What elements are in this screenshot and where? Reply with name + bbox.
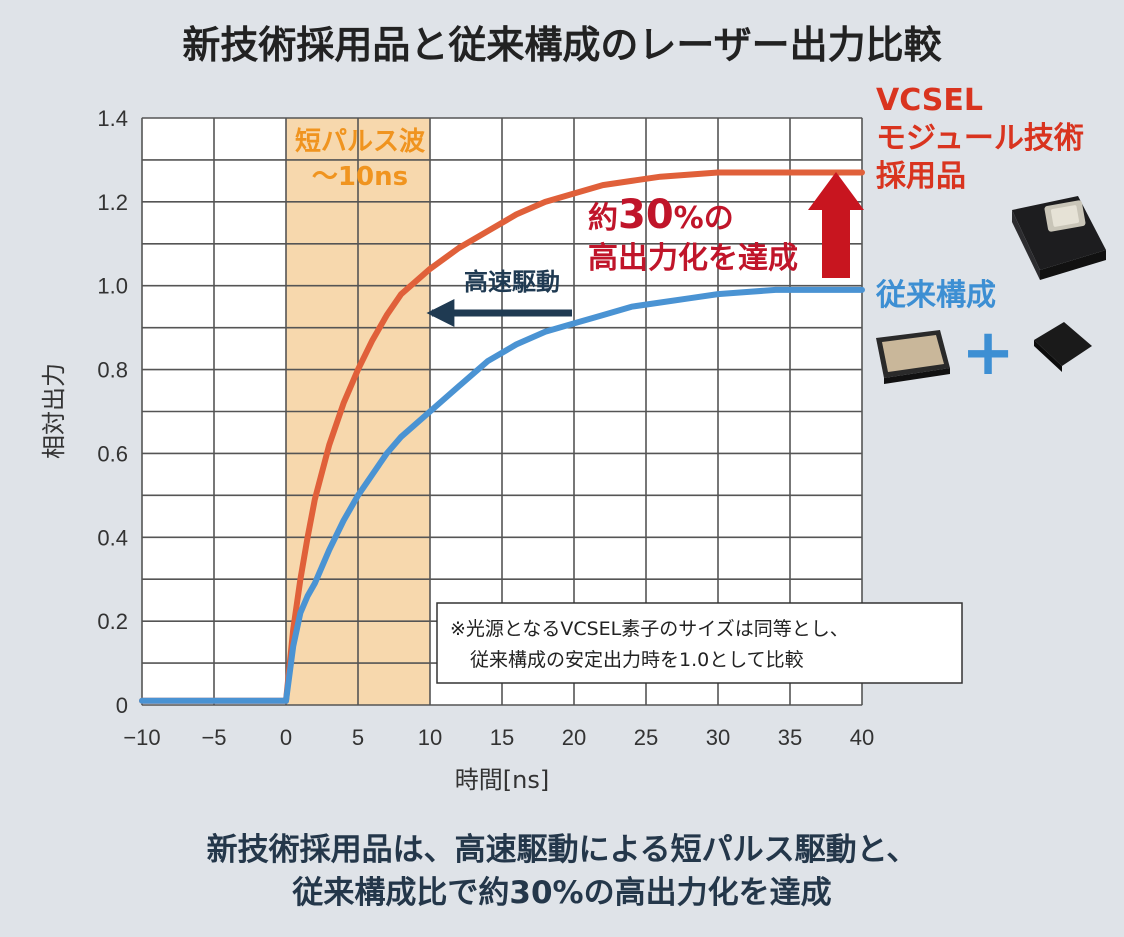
x-tick-label: 30 [706,725,730,750]
x-axis-ticks: −10 −5 0 5 10 15 20 25 30 35 40 [123,725,874,750]
x-tick-label: 0 [280,725,292,750]
x-tick-label: 40 [850,725,874,750]
y-tick-label: 0.2 [97,609,128,634]
y-tick-label: 0.8 [97,358,128,383]
x-axis-label: 時間[ns] [455,766,549,794]
chart-title: 新技術採用品と従来構成のレーザー出力比較 [182,23,942,67]
grid [141,117,863,706]
vcsel-module-image [1012,196,1106,280]
gain-arrow [808,172,864,278]
y-tick-label: 1.0 [97,274,128,299]
series-group [139,169,865,704]
y-tick-label: 1.4 [97,106,128,131]
note-line1: ※光源となるVCSEL素子のサイズは同等とし、 [450,618,849,640]
y-tick-label: 1.2 [97,190,128,215]
note-box [436,602,963,684]
x-tick-label: 35 [778,725,802,750]
speed-label: 高速駆動 [464,268,560,296]
plus-sign: + [961,316,1015,390]
x-tick-label: 10 [418,725,442,750]
x-tick-label: 20 [562,725,586,750]
driver-chip-image [1034,322,1092,372]
legend-old: 従来構成 [875,278,996,313]
y-axis-label: 相対出力 [40,363,68,459]
x-tick-label: −5 [201,725,226,750]
x-tick-label: 15 [490,725,514,750]
series-line-new [139,169,865,704]
band-label-line2: ～10ns [312,162,408,192]
band-label-line1: 短パルス波 [295,127,426,157]
gain-label-line1: 約30%の [588,192,734,238]
y-tick-label: 0.4 [97,525,128,550]
y-axis-ticks: 0 0.2 0.4 0.6 0.8 1.0 1.2 1.4 [97,106,128,718]
footer-line1: 新技術採用品は、高速駆動による短パルス駆動と、 [207,832,918,868]
series-line-conventional [139,286,865,704]
legend-new-line2: モジュール技術 [876,121,1084,156]
legend-new-line3: 採用品 [876,159,966,194]
note-line2: 従来構成の安定出力時を1.0として比較 [470,649,804,671]
x-tick-label: 25 [634,725,658,750]
legend-new-line1: VCSEL [876,83,983,118]
y-tick-label: 0.6 [97,441,128,466]
y-tick-label: 0 [116,693,128,718]
gain-label-line2: 高出力化を達成 [588,241,798,276]
conventional-parts-image [876,330,950,384]
x-tick-label: 5 [352,725,364,750]
x-tick-label: −10 [123,725,160,750]
footer-line2: 従来構成比で約30%の高出力化を達成 [291,875,831,911]
